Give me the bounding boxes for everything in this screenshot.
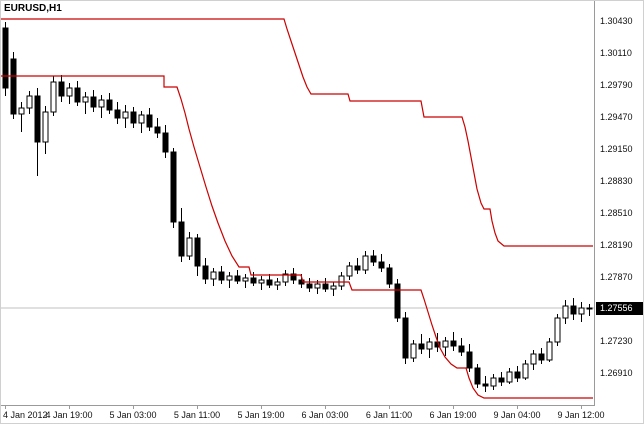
price-scale[interactable]: 1.27556 1.30430 1.30110 1.29790 1.29470 1.29…: [596, 1, 643, 405]
time-scale-tick: [133, 406, 134, 409]
time-scale-label: 9 Jan 12:00: [557, 410, 605, 420]
time-scale-tick: [197, 406, 198, 409]
time-scale-label: 6 Jan 03:00: [301, 410, 349, 420]
time-scale-tick: [389, 406, 390, 409]
time-scale-label: 6 Jan 19:00: [429, 410, 477, 420]
time-scale-tick: [261, 406, 262, 409]
time-scale-label: 5 Jan 11:00: [173, 410, 221, 420]
price-scale-label: 1.30430: [600, 16, 633, 26]
price-scale-label: 1.29790: [600, 80, 633, 90]
time-scale-label: 6 Jan 11:00: [365, 410, 413, 420]
price-scale-label: 1.27230: [600, 336, 633, 346]
time-scale-tick: [517, 406, 518, 409]
time-scale-tick: [5, 406, 6, 409]
time-scale-label: 5 Jan 19:00: [237, 410, 285, 420]
price-scale-label: 1.26910: [600, 368, 633, 378]
current-price-badge: 1.27556: [596, 302, 643, 315]
time-scale-tick: [325, 406, 326, 409]
price-scale-label: 1.29470: [600, 112, 633, 122]
price-scale-label: 1.28190: [600, 240, 633, 250]
time-scale-tick: [453, 406, 454, 409]
price-scale-label: 1.28830: [600, 176, 633, 186]
time-scale-tick: [69, 406, 70, 409]
time-scale-label: 5 Jan 03:00: [109, 410, 157, 420]
price-scale-label: 1.30110: [600, 48, 632, 58]
time-scale-label: 4 Jan 19:00: [45, 410, 93, 420]
time-scale-tick: [581, 406, 582, 409]
price-scale-label: 1.27870: [600, 272, 633, 282]
chart-plot-area[interactable]: EURUSD,H1: [1, 1, 595, 406]
price-scale-label: 1.29150: [600, 144, 633, 154]
time-scale-label: 9 Jan 04:00: [493, 410, 541, 420]
time-scale[interactable]: 4 Jan 2012 4 Jan 19:00 5 Jan 03:00 5 Jan 11…: [1, 406, 643, 423]
time-scale-label: 4 Jan 2012: [3, 410, 48, 420]
symbol-period-label: EURUSD,H1: [4, 3, 62, 14]
candlestick-chart: [1, 18, 594, 399]
price-scale-label: 1.28510: [600, 208, 633, 218]
